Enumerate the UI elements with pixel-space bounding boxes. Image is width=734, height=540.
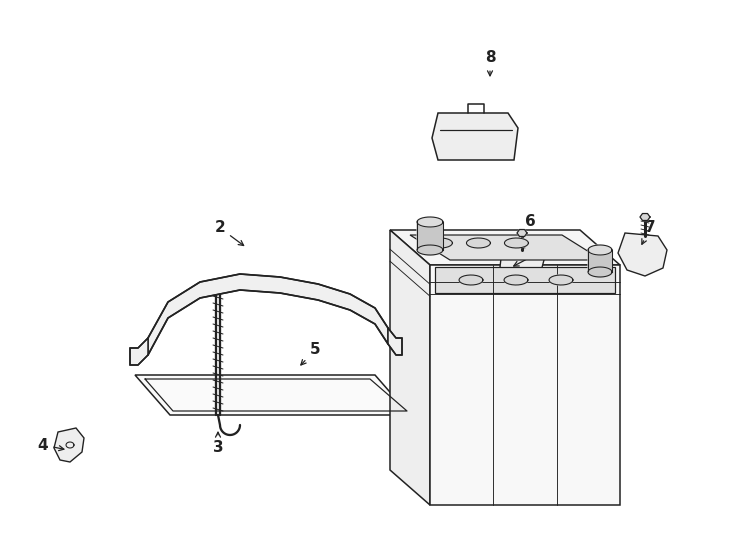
Polygon shape	[435, 267, 615, 293]
Polygon shape	[549, 275, 573, 285]
Polygon shape	[588, 249, 612, 272]
Polygon shape	[135, 375, 410, 415]
Text: 4: 4	[37, 437, 64, 453]
Polygon shape	[517, 230, 527, 237]
Text: 1: 1	[514, 240, 553, 266]
Polygon shape	[148, 274, 388, 355]
Text: 7: 7	[642, 220, 655, 244]
Text: 6: 6	[523, 214, 535, 241]
Polygon shape	[504, 275, 528, 285]
Polygon shape	[467, 238, 490, 248]
Polygon shape	[417, 217, 443, 227]
Polygon shape	[500, 247, 544, 279]
Polygon shape	[618, 233, 667, 276]
Polygon shape	[504, 238, 528, 248]
Polygon shape	[410, 235, 602, 260]
Polygon shape	[390, 230, 620, 265]
Polygon shape	[390, 230, 430, 505]
Polygon shape	[388, 328, 402, 355]
Polygon shape	[417, 221, 443, 250]
Polygon shape	[588, 245, 612, 255]
Polygon shape	[432, 113, 518, 160]
Text: 5: 5	[301, 342, 320, 365]
Polygon shape	[430, 265, 620, 505]
Text: 3: 3	[213, 432, 223, 456]
Polygon shape	[588, 267, 612, 277]
Polygon shape	[54, 428, 84, 462]
Polygon shape	[640, 213, 650, 220]
Text: 2: 2	[214, 220, 244, 246]
Polygon shape	[459, 275, 483, 285]
Polygon shape	[429, 238, 452, 248]
Polygon shape	[417, 245, 443, 255]
Text: 8: 8	[484, 51, 495, 76]
Polygon shape	[130, 338, 148, 365]
